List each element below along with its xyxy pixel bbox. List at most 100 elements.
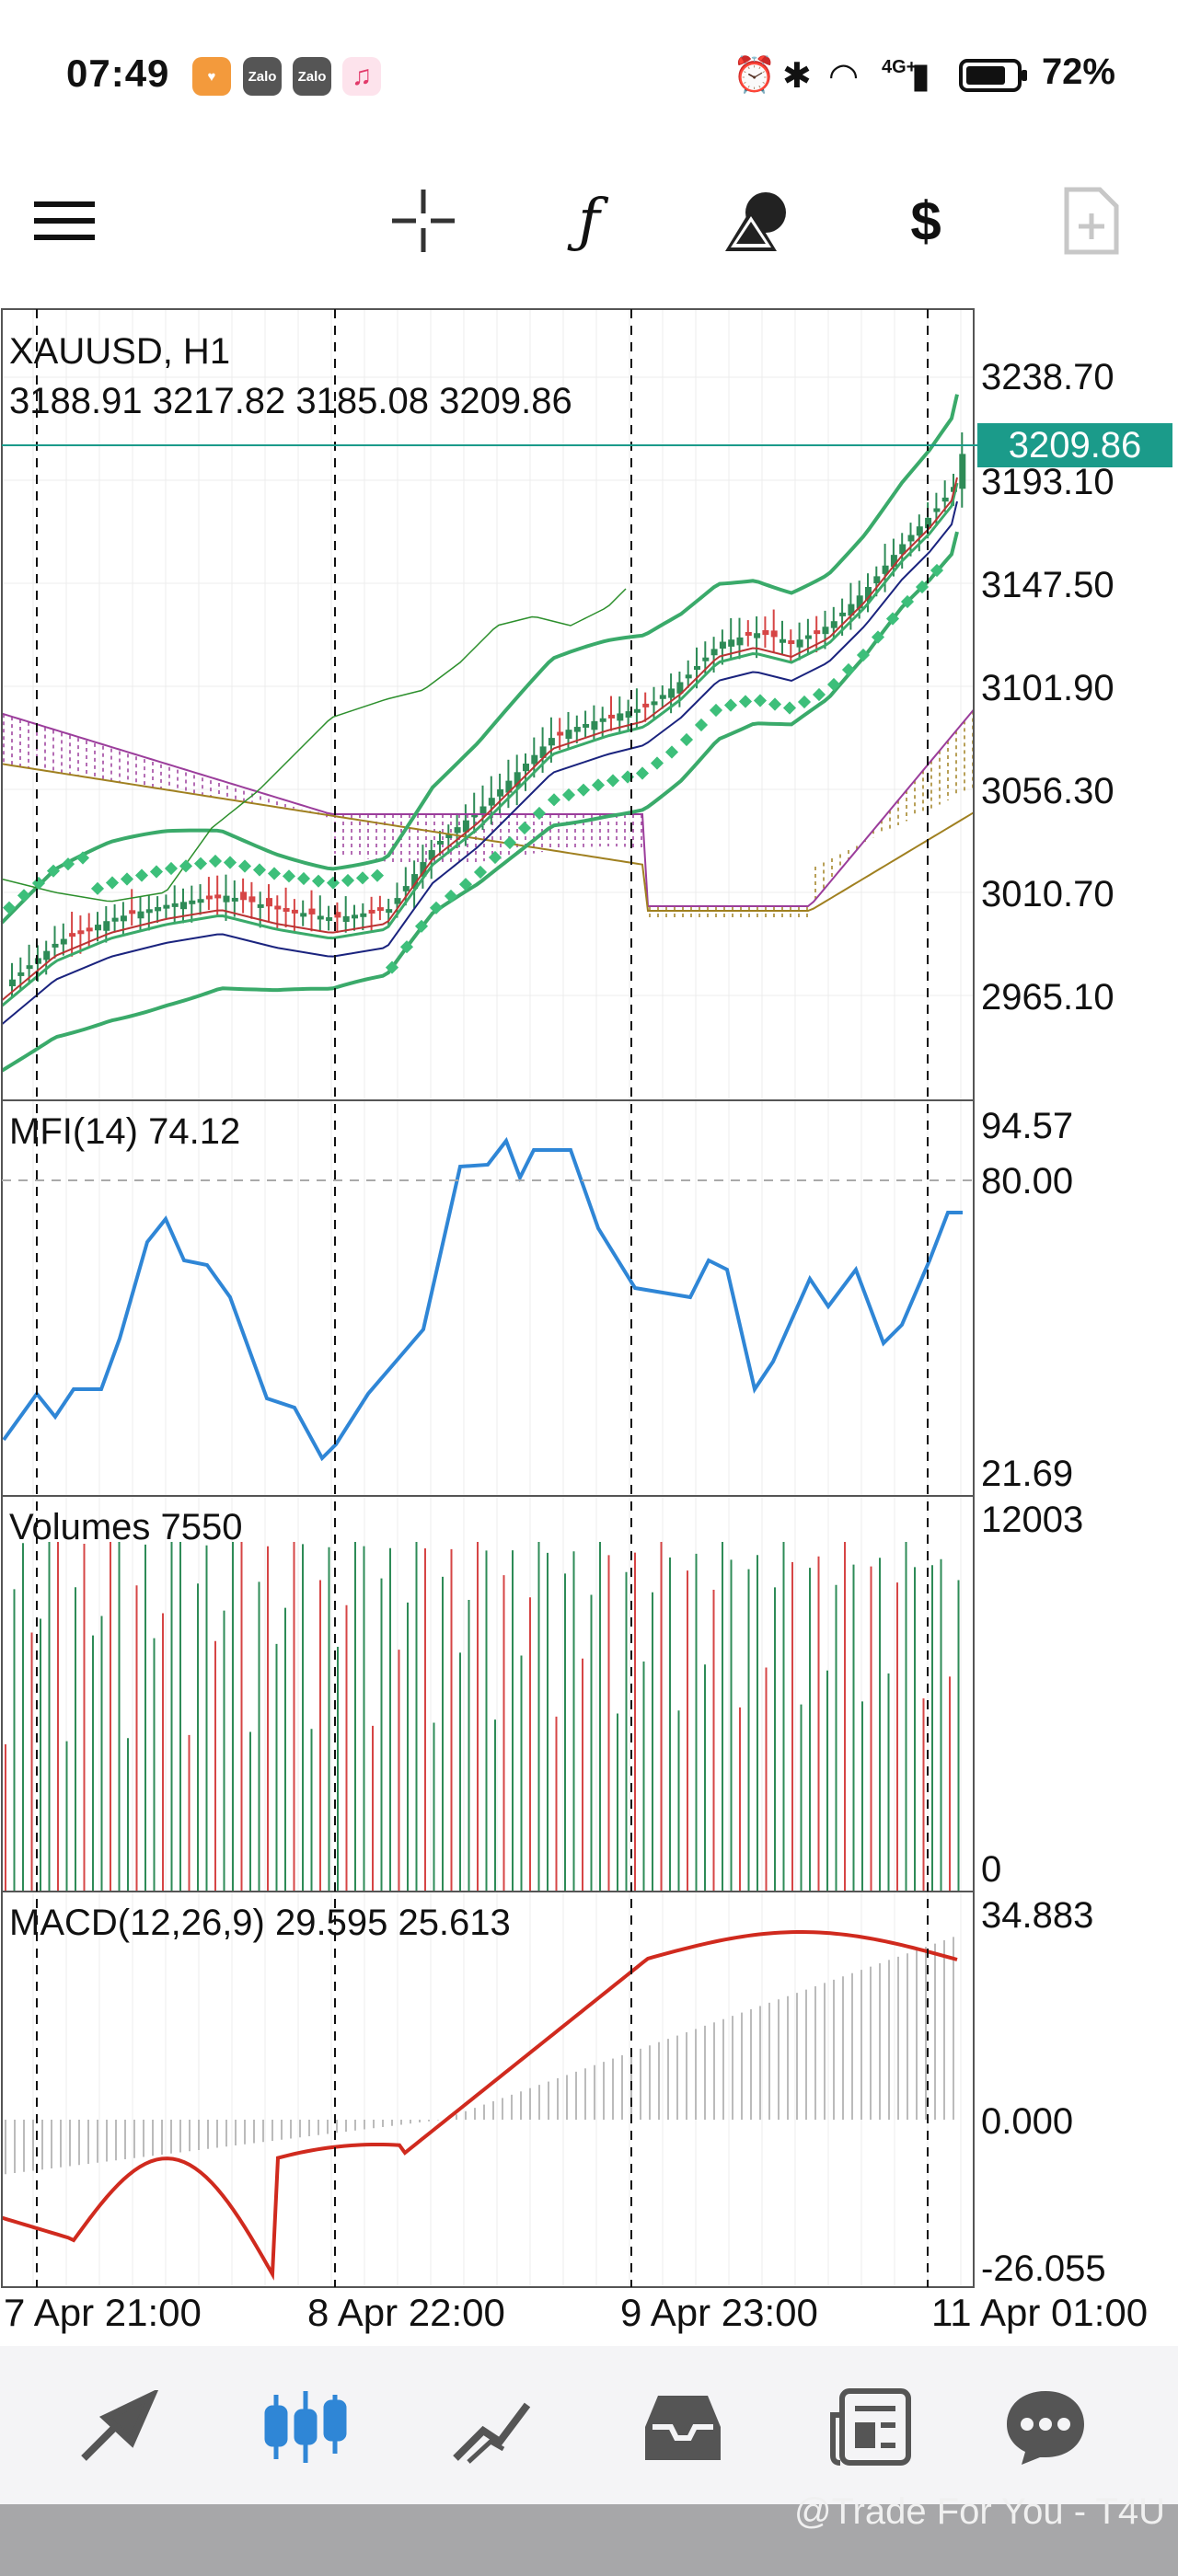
parabolic-sar-dot: [2, 901, 17, 914]
candle-body: [728, 639, 735, 647]
candle-body: [899, 544, 907, 555]
candle-body: [814, 630, 821, 635]
price-change-icon[interactable]: $: [910, 190, 941, 252]
tenkan-line: [1, 477, 958, 1002]
crosshair-icon[interactable]: [387, 184, 460, 258]
candle-body: [608, 714, 615, 719]
candle-body: [599, 718, 606, 722]
parabolic-sar-dot: [856, 648, 871, 662]
status-bar: 07:49 ♥ Zalo Zalo ♫ ⏰ ✱ ◠ 4G+ ▮ 72%: [0, 0, 1178, 156]
parabolic-sar-dot: [341, 873, 355, 888]
candle-body: [52, 943, 59, 948]
candle-body: [171, 903, 179, 907]
parabolic-sar-dot: [664, 745, 679, 759]
menu-icon[interactable]: [28, 184, 101, 258]
function-icon[interactable]: ƒ: [578, 187, 600, 255]
parabolic-sar-dot: [709, 703, 723, 718]
time-axis-label: 7 Apr 21:00: [4, 2291, 202, 2334]
candle-body: [163, 904, 170, 909]
mfi-axis-label: 21.69: [981, 1454, 1074, 1494]
candle-body: [266, 898, 272, 907]
candle-body: [34, 958, 41, 964]
parabolic-sar-dot: [900, 594, 915, 609]
price-axis-label: 3147.50: [981, 565, 1114, 605]
parabolic-sar-dot: [871, 630, 885, 644]
signal-type: 4G+: [882, 57, 918, 77]
macd-axis-label: 34.883: [981, 1895, 1094, 1936]
chat-icon[interactable]: [999, 2381, 1091, 2473]
candle-body: [890, 555, 897, 567]
shield-app-icon: ♥: [192, 57, 231, 96]
candle-body: [865, 587, 872, 601]
candle-body: [933, 508, 941, 512]
candle-body: [780, 638, 786, 643]
candle-body: [830, 621, 837, 628]
quotes-icon[interactable]: [74, 2381, 166, 2473]
candle-body: [231, 897, 238, 902]
candle-body: [111, 917, 119, 922]
watermark: @Trade For You - T4U: [793, 2491, 1165, 2532]
candle-body: [591, 720, 598, 730]
bollinger-lower: [0, 531, 959, 1073]
macd-signal-line: [1, 1930, 958, 2281]
parabolic-sar-dot: [282, 869, 296, 883]
new-order-icon[interactable]: [1055, 184, 1128, 258]
price-chart[interactable]: [0, 0, 1178, 2346]
candle-body: [445, 834, 453, 839]
parabolic-sar-dot: [149, 865, 164, 879]
parabolic-sar-dot: [915, 580, 930, 594]
macd-label: MACD(12,26,9) 29.595 25.613: [9, 1903, 511, 1943]
history-icon[interactable]: [637, 2381, 729, 2473]
candle-body: [376, 907, 384, 912]
parabolic-sar-dot: [429, 901, 444, 914]
bluetooth-icon: ✱: [782, 57, 812, 96]
volumes-axis-label: 0: [981, 1849, 1002, 1890]
candle-body: [43, 950, 51, 960]
candle-body: [822, 627, 829, 635]
parabolic-sar-dot: [164, 861, 179, 876]
candle-body: [719, 641, 726, 649]
candle-body: [197, 899, 204, 903]
parabolic-sar-dot: [650, 756, 664, 770]
candle-body: [342, 915, 350, 923]
objects-icon[interactable]: [722, 184, 795, 258]
ohlc-label: 3188.91 3217.82 3185.08 3209.86: [9, 381, 572, 421]
candle-body: [308, 908, 316, 914]
candle-body: [882, 565, 889, 574]
candle-body: [762, 630, 769, 636]
parabolic-sar-dot: [930, 563, 944, 578]
candle-body: [548, 738, 555, 746]
parabolic-sar-dot: [134, 868, 149, 882]
parabolic-sar-dot: [458, 878, 473, 891]
parabolic-sar-dot: [90, 881, 105, 895]
parabolic-sar-dot: [694, 718, 709, 732]
candle-body: [617, 713, 624, 721]
candle-body: [907, 535, 915, 542]
candle-body: [539, 746, 547, 758]
candle-body: [223, 895, 230, 903]
candle-body: [240, 891, 248, 901]
parabolic-sar-dot: [723, 698, 738, 712]
parabolic-sar-dot: [370, 868, 385, 882]
candle-body: [9, 979, 16, 987]
candle-body: [205, 895, 213, 900]
candle-body: [95, 925, 101, 931]
news-icon[interactable]: [825, 2381, 917, 2473]
parabolic-sar-dot: [679, 732, 694, 747]
candle-body: [804, 635, 812, 639]
parabolic-sar-dot: [547, 793, 561, 807]
price-axis-label: 3101.90: [981, 668, 1114, 708]
candle-body: [736, 637, 744, 646]
chart-icon[interactable]: [260, 2381, 352, 2473]
mfi-axis-label: 94.57: [981, 1106, 1074, 1146]
wifi-icon: ◠: [828, 57, 860, 96]
candle-body: [514, 772, 521, 788]
candle-body: [368, 909, 375, 914]
candle-body: [848, 604, 855, 616]
candle-body: [796, 639, 803, 648]
parabolic-sar-dot: [355, 871, 370, 885]
trade-icon[interactable]: [445, 2381, 537, 2473]
candle-body: [437, 841, 444, 845]
candle-body: [702, 657, 710, 661]
candle-body: [633, 708, 641, 713]
